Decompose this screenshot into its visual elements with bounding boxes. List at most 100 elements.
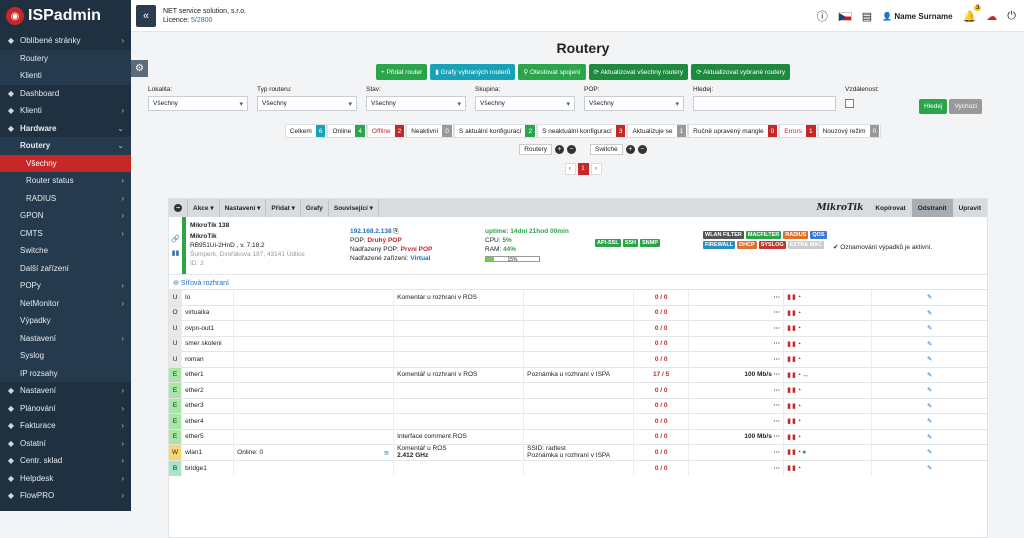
interfaces-title[interactable]: ⊖ Síťová rozhraní — [173, 280, 229, 287]
interface-name[interactable]: ether4 — [181, 413, 234, 429]
stat-3[interactable]: Neaktivní 0 — [406, 124, 454, 138]
chart-icon[interactable]: ▮▮ — [787, 402, 797, 410]
sidebar-item-23[interactable]: ◆ Ostatní › — [0, 435, 131, 453]
sidebar-item-9[interactable]: RADIUS › — [0, 189, 131, 207]
edit-icon[interactable]: ✎ — [871, 304, 987, 321]
stat-2[interactable]: Offline 2 — [366, 124, 407, 138]
sidebar-item-5[interactable]: ◆ Hardware ⌄ — [0, 120, 131, 138]
pie-icon[interactable]: ◔ — [796, 371, 803, 379]
plus-icon[interactable]: + — [625, 145, 635, 154]
chart-icon[interactable]: ▮▮ — [787, 325, 797, 333]
power-icon[interactable]: ⏻ — [1007, 9, 1016, 22]
typ-select[interactable]: Všechny — [257, 96, 357, 111]
pie-icon[interactable]: ◔ — [796, 449, 803, 457]
dots-icon[interactable]: ··· — [773, 371, 781, 379]
sidebar-item-6[interactable]: Routery ⌄ — [0, 137, 131, 155]
pie-icon[interactable]: ◔ — [796, 340, 803, 348]
collapse-sidebar-button[interactable]: « — [136, 5, 156, 27]
app-logo[interactable]: ◉ ISPadmin — [0, 0, 131, 32]
dots-icon[interactable]: ··· — [773, 340, 781, 348]
interface-name[interactable]: wlan1 — [181, 444, 234, 460]
chart-icon[interactable]: ▮▮ — [787, 294, 797, 302]
lokalita-select[interactable]: Všechny — [148, 96, 248, 111]
edit-icon[interactable]: ✎ — [871, 459, 987, 476]
sidebar-item-14[interactable]: POPy › — [0, 277, 131, 295]
interface-name[interactable]: roman — [181, 351, 234, 367]
sidebar-item-18[interactable]: Syslog — [0, 347, 131, 365]
cloud-upload-icon[interactable]: ☁ — [986, 10, 998, 23]
pie-icon[interactable]: ◔ — [796, 356, 803, 364]
dots-icon[interactable]: ··· — [773, 386, 781, 394]
link-icon[interactable]: 🔗 — [171, 235, 180, 243]
sidebar-item-25[interactable]: ◆ Helpdesk › — [0, 470, 131, 488]
select-all-icon[interactable]: − — [169, 199, 188, 217]
sidebar-item-17[interactable]: Nastavení › — [0, 329, 131, 347]
sidebar-item-21[interactable]: ◆ Plánování › — [0, 400, 131, 418]
minus-icon[interactable]: − — [637, 145, 647, 154]
interface-name[interactable]: ether3 — [181, 397, 234, 414]
user-menu[interactable]: 👤 Name Surname — [882, 11, 953, 21]
vzdalenost-checkbox[interactable] — [845, 99, 854, 108]
reset-button[interactable]: Vychozi — [949, 99, 982, 114]
dots-icon[interactable]: ··· — [773, 433, 781, 441]
dots-icon[interactable]: ··· — [773, 417, 781, 425]
pie-icon[interactable]: ◔ — [796, 325, 803, 333]
edit-icon[interactable]: ✎ — [871, 335, 987, 352]
menu-pridat[interactable]: Přidat ▾ — [266, 199, 301, 217]
router-pop[interactable]: Druhý POP — [367, 237, 402, 244]
pop-select[interactable]: Všechny — [584, 96, 684, 111]
menu-grafy[interactable]: Grafy — [301, 199, 329, 217]
stat-7[interactable]: Ručně upravený mangle 0 — [688, 124, 780, 138]
menu-nastaveni[interactable]: Nastavení ▾ — [220, 199, 267, 217]
menu-souvisejici[interactable]: Související ▾ — [329, 199, 379, 217]
chart-icon[interactable]: ▮▮ — [787, 449, 797, 457]
minus-icon[interactable]: − — [567, 145, 576, 154]
info-icon[interactable]: ⓘ — [816, 11, 828, 23]
stav-select[interactable]: Všechny — [366, 96, 466, 111]
chart-icon[interactable]: ▮▮ — [787, 309, 797, 317]
sidebar-item-7[interactable]: Všechny — [0, 154, 131, 172]
edit-icon[interactable]: ✎ — [871, 413, 987, 429]
interface-name[interactable]: ether1 — [181, 366, 234, 383]
pie-icon[interactable]: ◔ — [796, 433, 803, 441]
action-button-2[interactable]: ⚲ Otestovat spojení — [518, 64, 586, 80]
sidebar-item-0[interactable]: ◆ Oblíbené stránky › — [0, 32, 131, 50]
edit-icon[interactable]: ✎ — [871, 366, 987, 383]
copy-button[interactable]: Kopírovat — [875, 204, 906, 212]
chart-icon[interactable]: ▮▮ — [787, 418, 797, 426]
dots-icon[interactable]: ··· — [773, 464, 781, 472]
remove-button[interactable]: Odstranit — [911, 199, 953, 217]
edit-icon[interactable]: ✎ — [871, 444, 987, 460]
sidebar-item-2[interactable]: Klienti — [0, 67, 131, 85]
pie-icon[interactable]: ◔ — [796, 418, 803, 426]
dots-icon[interactable]: ··· — [773, 309, 781, 317]
pie-icon[interactable]: ◔ — [796, 294, 803, 302]
sidebar-item-22[interactable]: ◆ Fakturace › — [0, 417, 131, 435]
sidebar-item-24[interactable]: ◆ Centr. sklad › — [0, 452, 131, 470]
stat-8[interactable]: Errors 1 — [779, 124, 818, 138]
sidebar-item-16[interactable]: Výpadky — [0, 312, 131, 330]
dots-icon[interactable]: ··· — [773, 448, 781, 456]
dots-icon[interactable]: ··· — [773, 355, 781, 363]
edit-icon[interactable]: ✎ — [871, 320, 987, 336]
sidebar-item-3[interactable]: ◆ Dashboard — [0, 85, 131, 103]
pie-icon[interactable]: ◔ — [796, 309, 803, 317]
book-icon[interactable]: ▤ — [861, 10, 873, 23]
plus-icon[interactable]: + — [555, 145, 564, 154]
chart-icon[interactable]: ▮▮ — [787, 356, 797, 364]
interface-name[interactable]: ovpn-out1 — [181, 320, 234, 336]
router-parent-pop[interactable]: První POP — [400, 246, 433, 253]
interface-name[interactable]: lo — [181, 289, 234, 305]
pager-prev[interactable]: ‹ — [564, 163, 576, 175]
